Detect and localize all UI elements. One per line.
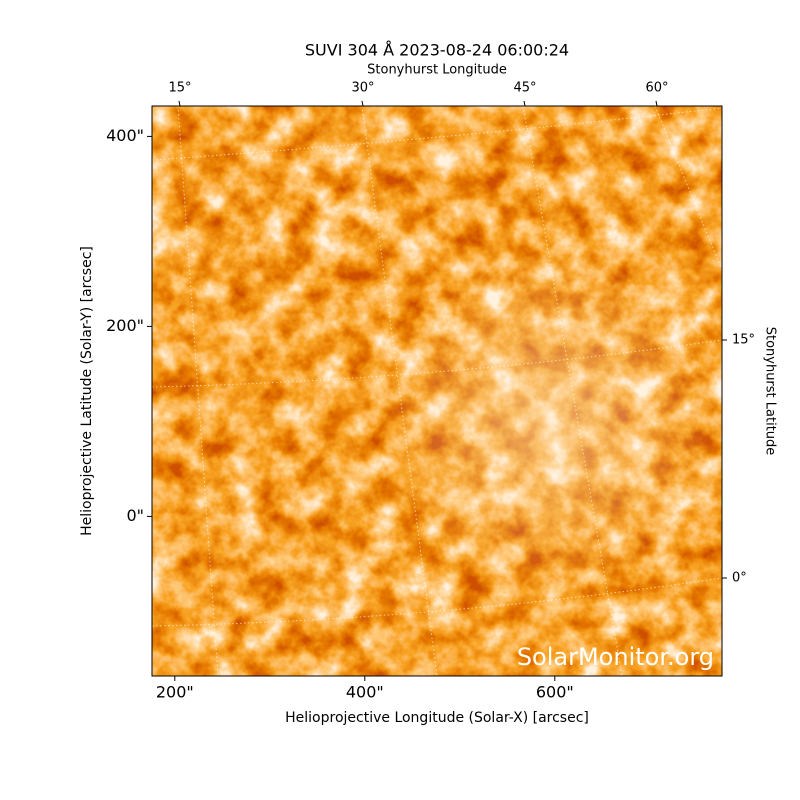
x-tick-label: 600"	[536, 683, 574, 702]
top-tick-label: 15°	[168, 81, 191, 96]
top-tick	[655, 100, 658, 107]
watermark: SolarMonitor.org	[517, 643, 714, 671]
top-tick-label: 60°	[645, 81, 668, 96]
x-tick-label: 200"	[156, 683, 194, 702]
top-axis-label: Stonyhurst Longitude	[367, 63, 507, 78]
y-axis-label: Helioprojective Latitude (Solar-Y) [arcs…	[79, 246, 95, 536]
x-tick-label: 400"	[346, 683, 384, 702]
top-tick-label: 30°	[351, 81, 374, 96]
y-tick-label: 400"	[106, 126, 144, 145]
coordinate-grid	[152, 106, 722, 676]
frame	[151, 105, 723, 677]
chart-title: SUVI 304 Å 2023-08-24 06:00:24	[305, 41, 569, 60]
right-tick-label: 15°	[732, 333, 755, 348]
active-region	[152, 106, 722, 676]
y-tick-label: 0"	[126, 506, 144, 525]
top-tick	[361, 100, 364, 107]
right-axis-label: Stonyhurst Latitude	[763, 327, 778, 456]
y-tick-label: 200"	[106, 316, 144, 335]
x-axis-label: Helioprojective Longitude (Solar-X) [arc…	[285, 710, 589, 726]
right-tick-label: 0°	[732, 571, 747, 586]
top-tick-label: 45°	[513, 81, 536, 96]
top-tick	[178, 100, 181, 107]
solar-image: SolarMonitor.org	[152, 106, 722, 676]
top-tick	[523, 100, 526, 107]
